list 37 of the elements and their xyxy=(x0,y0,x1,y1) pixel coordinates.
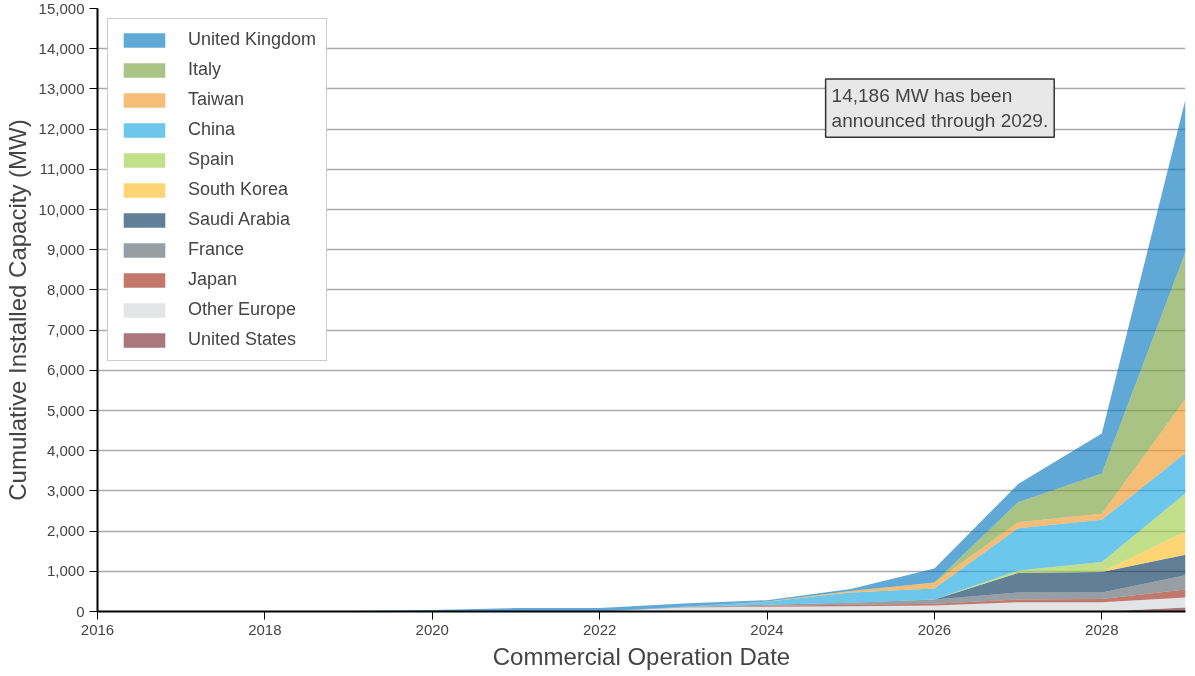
legend-label: France xyxy=(188,239,245,260)
y-tick-label: 6,000 xyxy=(46,361,85,379)
y-tick-label: 9,000 xyxy=(46,240,85,258)
x-tick-label: 2024 xyxy=(750,620,784,638)
x-axis-title: Commercial Operation Date xyxy=(492,642,791,670)
legend-label: Italy xyxy=(188,59,222,80)
y-tick-label: 3,000 xyxy=(46,481,85,499)
x-tick-label: 2026 xyxy=(917,620,952,638)
legend-label: China xyxy=(188,119,236,140)
legend-label: Taiwan xyxy=(188,89,245,110)
legend-label: United States xyxy=(188,329,297,350)
y-tick-label: 5,000 xyxy=(46,401,85,419)
legend-label: United Kingdom xyxy=(188,29,317,50)
legend-label: South Korea xyxy=(188,179,289,200)
y-tick-label: 10,000 xyxy=(38,200,85,218)
y-tick-label: 12,000 xyxy=(38,120,85,138)
x-tick-label: 2022 xyxy=(582,620,617,638)
x-tick-label: 2020 xyxy=(415,620,449,638)
legend-label: Saudi Arabia xyxy=(188,209,291,230)
annotation: 14,186 MW has been announced through 2029. xyxy=(831,84,1049,132)
y-tick-label: 0 xyxy=(76,602,85,620)
y-tick-label: 8,000 xyxy=(46,280,85,298)
y-tick-label: 15,000 xyxy=(38,0,85,17)
x-tick-label: 2018 xyxy=(248,620,282,638)
x-tick-label: 2016 xyxy=(80,620,115,638)
x-tick-label: 2028 xyxy=(1085,620,1119,638)
y-tick-label: 2,000 xyxy=(46,522,85,540)
legend-label: Japan xyxy=(188,269,238,290)
y-tick-label: 1,000 xyxy=(46,562,85,580)
legend-label: Other Europe xyxy=(188,299,297,320)
y-tick-label: 13,000 xyxy=(38,79,85,97)
y-axis-title: Cumulative Installed Capacity (MW) xyxy=(3,119,31,501)
y-tick-label: 7,000 xyxy=(46,321,85,339)
y-tick-label: 14,000 xyxy=(38,39,85,57)
legend-label: Spain xyxy=(188,149,235,170)
y-tick-label: 11,000 xyxy=(39,160,85,178)
y-tick-label: 4,000 xyxy=(46,441,85,459)
